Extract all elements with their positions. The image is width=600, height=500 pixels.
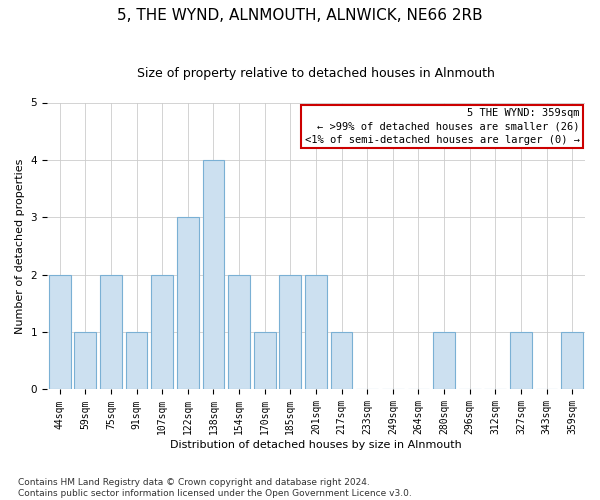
Bar	[433, 332, 455, 390]
Bar	[49, 274, 71, 390]
Text: 5 THE WYND: 359sqm
← >99% of detached houses are smaller (26)
<1% of semi-detach: 5 THE WYND: 359sqm ← >99% of detached ho…	[305, 108, 580, 144]
Bar	[561, 332, 583, 390]
Bar	[100, 274, 122, 390]
Y-axis label: Number of detached properties: Number of detached properties	[15, 158, 25, 334]
X-axis label: Distribution of detached houses by size in Alnmouth: Distribution of detached houses by size …	[170, 440, 462, 450]
Text: Contains HM Land Registry data © Crown copyright and database right 2024.
Contai: Contains HM Land Registry data © Crown c…	[18, 478, 412, 498]
Bar	[203, 160, 224, 390]
Bar	[254, 332, 275, 390]
Bar	[177, 218, 199, 390]
Bar	[305, 274, 327, 390]
Title: Size of property relative to detached houses in Alnmouth: Size of property relative to detached ho…	[137, 68, 495, 80]
Bar	[151, 274, 173, 390]
Bar	[510, 332, 532, 390]
Bar	[331, 332, 352, 390]
Bar	[280, 274, 301, 390]
Bar	[228, 274, 250, 390]
Text: 5, THE WYND, ALNMOUTH, ALNWICK, NE66 2RB: 5, THE WYND, ALNMOUTH, ALNWICK, NE66 2RB	[117, 8, 483, 22]
Bar	[125, 332, 148, 390]
Bar	[74, 332, 96, 390]
